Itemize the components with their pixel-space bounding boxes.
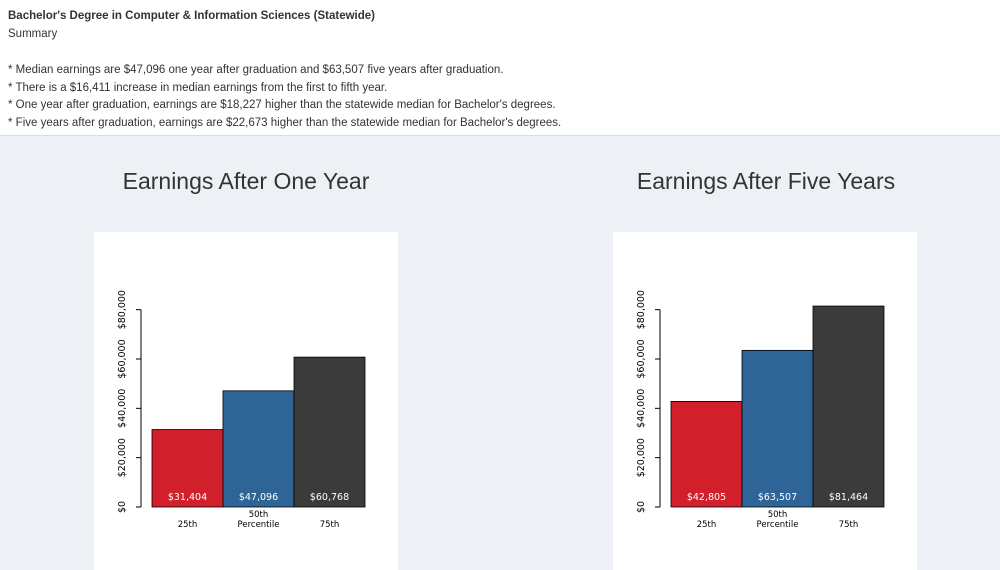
x-tick-label-box: 75th: [838, 520, 859, 530]
header: Bachelor's Degree in Computer & Informat…: [0, 0, 1000, 136]
summary-item: * One year after graduation, earnings ar…: [8, 99, 556, 111]
summary-list: * Median earnings are $47,096 one year a…: [8, 62, 561, 132]
chart-panel: $0 $20,000 $40,000 $60,000 $80,000 $42,805 25t…: [613, 232, 917, 570]
chart-title: Earnings After Five Years: [636, 168, 896, 194]
x-tick-label: 25th: [177, 520, 198, 530]
x-tick-label-box: 75th: [319, 520, 340, 530]
summary-item: * Median earnings are $47,096 one year a…: [8, 64, 504, 76]
bar: [222, 390, 295, 508]
x-tick-label-box: 25th: [696, 520, 717, 530]
y-tick-label: $80,000: [117, 290, 128, 329]
value-label: $63,507: [758, 492, 797, 503]
chart-title: Earnings After One Year: [122, 168, 370, 194]
y-tick-label: $60,000: [636, 339, 647, 378]
summary-item: * There is a $16,411 increase in median …: [8, 81, 388, 94]
y-tick-label: $0: [117, 501, 128, 513]
x-tick-label: 75th: [319, 520, 340, 530]
x-tick-label: 50th Percentile: [237, 510, 280, 530]
y-tick-label: $40,000: [636, 389, 647, 428]
chart: $0 $20,000 $40,000 $60,000 $80,000 $42,805 25t…: [636, 290, 885, 530]
value-label: $81,464: [829, 492, 868, 503]
y-tick-label: $40,000: [117, 389, 128, 428]
value-label: $47,096: [239, 492, 278, 503]
x-tick-label-box: 25th: [177, 520, 198, 530]
bar: [670, 401, 743, 508]
value-label: $31,404: [168, 492, 207, 503]
chart: $0 $20,000 $40,000 $60,000 $80,000 $31,404 25t…: [117, 290, 366, 530]
bar: [741, 349, 814, 508]
page-title: Bachelor's Degree in Computer & Informat…: [8, 10, 375, 22]
y-tick-label: $20,000: [636, 438, 647, 477]
y-tick-label: $20,000: [117, 438, 128, 477]
value-label: $42,805: [687, 492, 726, 503]
bar: [293, 356, 366, 508]
value-label: $60,768: [310, 492, 349, 503]
x-tick-label: 25th: [696, 520, 717, 530]
chart-panel: $0 $20,000 $40,000 $60,000 $80,000 $31,404 25t…: [94, 232, 398, 570]
y-tick-label: $80,000: [636, 290, 647, 329]
x-tick-label: 50th Percentile: [756, 510, 799, 530]
x-tick-label-box: 50th Percentile: [237, 510, 280, 530]
x-tick-label-box: 50th Percentile: [756, 510, 799, 530]
page-subtitle: Summary: [8, 28, 58, 40]
y-tick-label: $0: [636, 501, 647, 513]
bar: [151, 429, 224, 508]
summary-item: * Five years after graduation, earnings …: [8, 116, 562, 129]
x-tick-label: 75th: [838, 520, 859, 530]
bar: [812, 305, 885, 508]
y-tick-label: $60,000: [117, 339, 128, 378]
